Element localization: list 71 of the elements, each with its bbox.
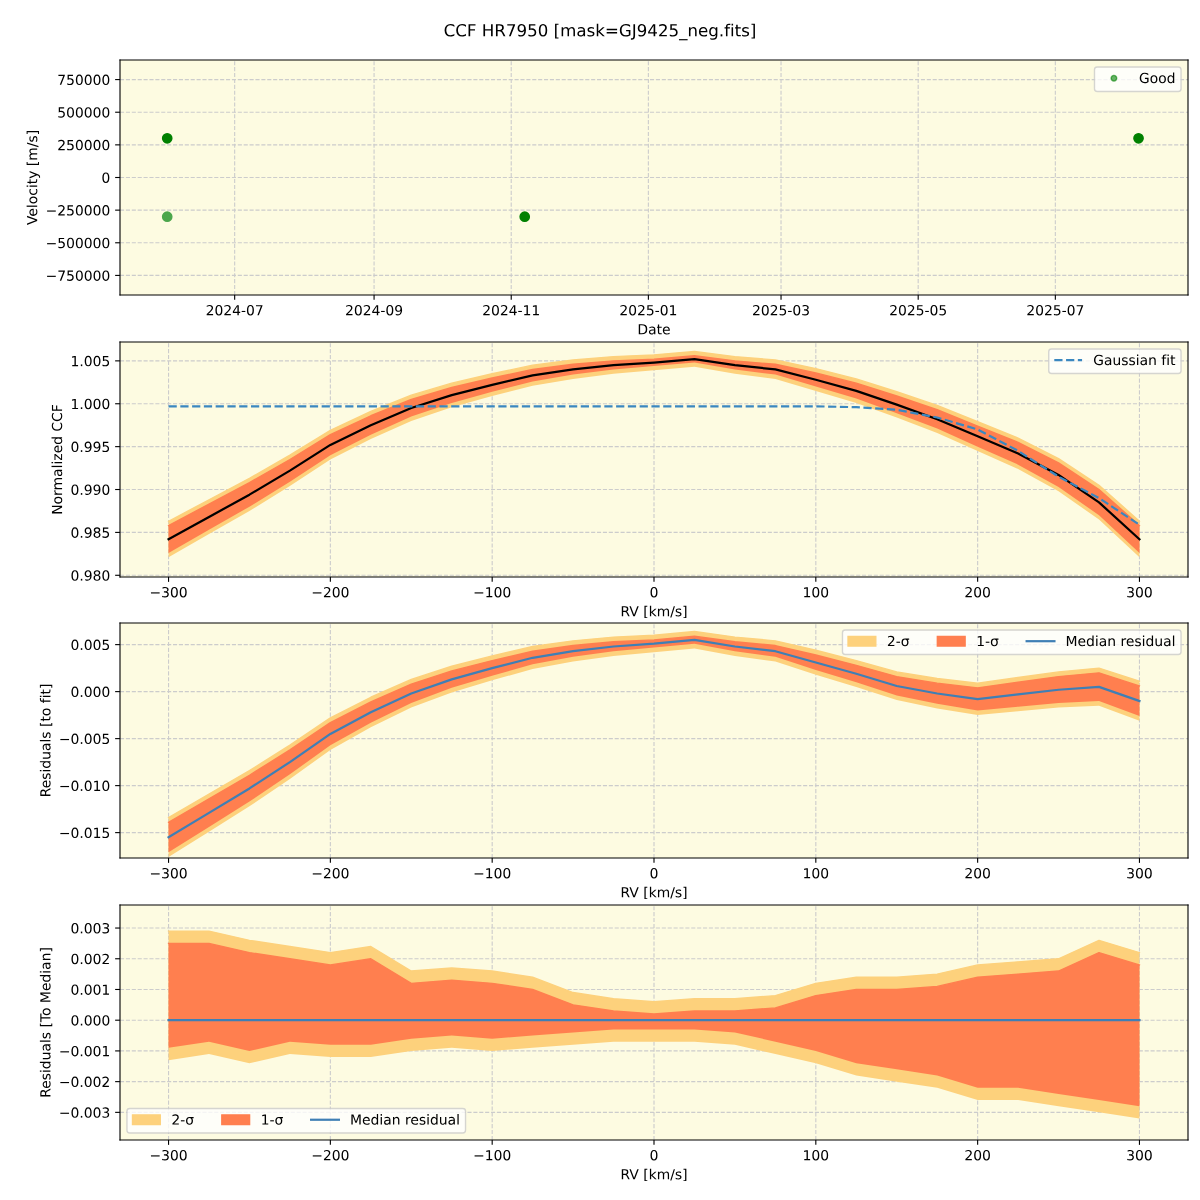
y-axis-title: Residuals [To Median] — [39, 948, 53, 1097]
y-tick-label: 250000 — [58, 139, 110, 151]
x-tick-label: 2025-05 — [890, 304, 946, 316]
y-tick-label: −250000 — [47, 205, 110, 216]
x-tick-label: 300 — [1127, 867, 1152, 879]
x-tick-label: 2024-07 — [206, 304, 263, 316]
y-tick-label: −500000 — [47, 237, 110, 249]
y-axis-title: Residuals [to fit] — [39, 684, 53, 796]
x-tick-label: 2024-09 — [346, 304, 403, 316]
x-axis-title: Date — [638, 324, 670, 335]
x-tick-label: −100 — [474, 867, 511, 879]
x-tick-label: −100 — [474, 1149, 511, 1161]
legend-label: 1-σ — [977, 635, 999, 647]
y-tick-label: 500000 — [58, 107, 110, 118]
y-tick-label: −0.010 — [60, 780, 110, 792]
y-tick-label: 0.003 — [71, 923, 110, 934]
y-axis-title: Normalized CCF — [51, 405, 63, 514]
y-tick-label: −0.001 — [60, 1045, 109, 1057]
x-axis-title: RV [km/s] — [621, 1168, 687, 1182]
x-tick-label: 300 — [1127, 586, 1152, 598]
legend-label: Median residual — [351, 1114, 459, 1125]
legend-label: Gaussian fit — [1093, 354, 1176, 366]
y-tick-label: 0.980 — [71, 570, 110, 581]
legend-label: 1-σ — [262, 1114, 283, 1125]
y-tick-label: 0.995 — [71, 441, 110, 453]
x-tick-label: 2024-11 — [483, 304, 539, 316]
y-tick-label: −750000 — [47, 270, 110, 281]
x-tick-label: −200 — [312, 586, 349, 598]
x-tick-label: 0 — [650, 867, 658, 879]
x-tick-label: 200 — [965, 586, 990, 598]
x-tick-label: −200 — [312, 1149, 349, 1161]
y-tick-label: −0.003 — [60, 1107, 110, 1118]
x-tick-label: 0 — [650, 1149, 658, 1161]
x-tick-label: 0 — [650, 586, 658, 598]
legend-label: Good — [1139, 72, 1175, 84]
x-tick-label: −300 — [150, 867, 187, 879]
x-tick-label: 200 — [965, 867, 990, 879]
x-tick-label: 300 — [1127, 1149, 1152, 1161]
x-tick-label: 2025-03 — [753, 304, 809, 316]
y-tick-label: −0.002 — [60, 1076, 109, 1088]
x-tick-label: −100 — [474, 586, 511, 598]
x-tick-label: 2025-07 — [1027, 304, 1084, 316]
y-tick-label: −0.015 — [60, 827, 110, 839]
legend-label: Median residual — [1066, 635, 1175, 647]
y-tick-label: 0.001 — [71, 984, 109, 995]
legend-label: 2-σ — [172, 1114, 194, 1125]
y-tick-label: 0.000 — [71, 686, 110, 698]
x-tick-label: 100 — [804, 1149, 829, 1161]
x-axis-title: RV [km/s] — [621, 605, 687, 619]
x-tick-label: 100 — [804, 867, 829, 879]
x-axis-title: RV [km/s] — [621, 886, 687, 900]
line-series — [167, 405, 1141, 526]
x-tick-label: −300 — [150, 586, 187, 598]
x-tick-label: 2025-01 — [620, 304, 677, 316]
y-tick-label: 0.002 — [71, 953, 109, 965]
y-tick-label: 0 — [102, 172, 110, 183]
chart-title: CCF HR7950 [mask=GJ9425_neg.fits] — [444, 23, 755, 41]
y-tick-label: 1.000 — [72, 398, 110, 410]
y-tick-label: 0.000 — [71, 1015, 110, 1026]
x-tick-label: 100 — [804, 586, 829, 598]
y-tick-label: 0.985 — [71, 527, 110, 538]
x-tick-label: 200 — [965, 1149, 990, 1161]
y-tick-label: 0.990 — [71, 484, 110, 495]
y-axis-title: Velocity [m/s] — [26, 131, 41, 225]
y-tick-label: 1.005 — [72, 355, 110, 367]
x-tick-label: −200 — [312, 867, 349, 879]
y-tick-label: −0.005 — [60, 733, 110, 745]
x-tick-label: −300 — [150, 1149, 187, 1161]
y-tick-label: 750000 — [58, 74, 110, 86]
y-tick-label: 0.005 — [71, 639, 110, 651]
legend-label: 2-σ — [887, 635, 910, 647]
